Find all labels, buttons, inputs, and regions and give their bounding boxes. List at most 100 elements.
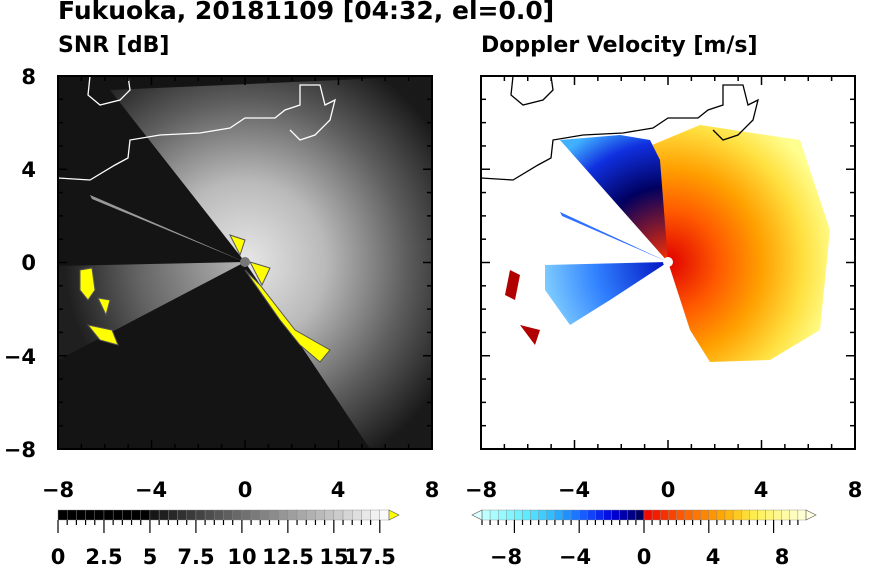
colorbar-label: 2.5 bbox=[85, 545, 122, 569]
x-tick-label: −4 bbox=[135, 478, 167, 502]
colorbar-bin bbox=[370, 509, 381, 521]
x-tick-label: 4 bbox=[331, 478, 346, 502]
colorbar-bin bbox=[131, 509, 141, 521]
colorbar-bin bbox=[361, 509, 371, 521]
colorbar-label: 10 bbox=[227, 545, 256, 569]
x-tick-label: −8 bbox=[465, 478, 497, 502]
colorbar-bin bbox=[530, 509, 539, 521]
snr-x-tick-labels: −8 −4 0 4 8 bbox=[42, 478, 439, 502]
colorbar-bin bbox=[296, 509, 307, 521]
colorbar-bin bbox=[789, 509, 799, 521]
colorbar-bin bbox=[333, 509, 344, 521]
colorbar-bin bbox=[66, 509, 77, 521]
colorbar-label: 15 bbox=[319, 545, 348, 569]
colorbar-bin bbox=[379, 509, 390, 521]
colorbar-bin bbox=[546, 509, 556, 521]
colorbar-bin bbox=[195, 509, 206, 521]
colorbar-bin bbox=[287, 509, 298, 521]
colorbar-bin bbox=[538, 509, 548, 521]
y-tick-label: 0 bbox=[21, 251, 36, 275]
colorbar-bin bbox=[489, 509, 499, 521]
snr-colorbar bbox=[57, 509, 400, 533]
colorbar-bin bbox=[223, 509, 233, 521]
colorbar-bin bbox=[57, 509, 68, 521]
colorbar-under-arrow bbox=[471, 509, 483, 521]
colorbar-bin bbox=[732, 509, 742, 521]
y-tick-label: 4 bbox=[21, 158, 36, 182]
colorbar-bin bbox=[232, 509, 243, 521]
colorbar-label: 7.5 bbox=[177, 545, 214, 569]
velocity-panel-title: Doppler Velocity [m/s] bbox=[481, 33, 758, 58]
colorbar-label: 0 bbox=[51, 545, 66, 569]
colorbar-bin bbox=[324, 509, 335, 521]
x-tick-label: −8 bbox=[42, 478, 74, 502]
x-tick-label: 0 bbox=[238, 478, 253, 502]
velocity-coastline bbox=[481, 76, 759, 181]
colorbar-bin bbox=[122, 509, 132, 521]
colorbar-label: 5 bbox=[143, 545, 158, 569]
colorbar-bin bbox=[85, 509, 95, 521]
snr-colorbar-labels: 0 2.5 5 7.5 10 12.5 15 17.5 bbox=[51, 545, 396, 569]
velocity-x-tick-labels: −8 −4 0 4 8 bbox=[465, 478, 862, 502]
colorbar-bin bbox=[76, 509, 86, 521]
colorbar-bin bbox=[260, 509, 270, 521]
colorbar-bin bbox=[716, 509, 726, 521]
colorbar-bin bbox=[684, 509, 693, 521]
colorbar-bin bbox=[250, 509, 261, 521]
colorbar-bin bbox=[765, 509, 774, 521]
colorbar-bin bbox=[595, 509, 604, 521]
colorbar-bin bbox=[587, 509, 596, 521]
colorbar-over-arrow bbox=[805, 509, 817, 521]
colorbar-bin bbox=[797, 509, 807, 521]
colorbar-bin bbox=[94, 509, 105, 521]
colorbar-bin bbox=[660, 509, 669, 521]
colorbar-bin bbox=[352, 509, 362, 521]
y-tick-label: 8 bbox=[21, 65, 36, 89]
x-tick-label: −4 bbox=[558, 478, 590, 502]
colorbar-label: 8 bbox=[775, 545, 790, 569]
colorbar-bin bbox=[315, 509, 325, 521]
colorbar-bin bbox=[781, 509, 791, 521]
snr-radar-image bbox=[58, 76, 432, 449]
colorbar-bin bbox=[676, 509, 685, 521]
colorbar-bin bbox=[579, 509, 588, 521]
colorbar-bin bbox=[514, 509, 523, 521]
colorbar-bin bbox=[635, 509, 645, 521]
figure-title: Fukuoka, 20181109 [04:32, el=0.0] bbox=[58, 0, 555, 25]
colorbar-bin bbox=[158, 509, 169, 521]
x-tick-label: 8 bbox=[425, 478, 440, 502]
colorbar-bin bbox=[708, 509, 718, 521]
colorbar-bin bbox=[149, 509, 160, 521]
snr-coastline bbox=[58, 76, 336, 181]
axes-ticks bbox=[57, 75, 856, 450]
colorbar-bin bbox=[611, 509, 620, 521]
colorbar-label: 17.5 bbox=[344, 545, 396, 569]
snr-y-tick-labels: 8 4 0 −4 −8 bbox=[4, 65, 36, 462]
colorbar-bin bbox=[643, 509, 653, 521]
colorbar-bin bbox=[481, 509, 491, 521]
x-tick-label: 8 bbox=[848, 478, 863, 502]
colorbar-bin bbox=[724, 509, 734, 521]
velocity-colorbar bbox=[471, 509, 817, 533]
colorbar-bin bbox=[177, 509, 187, 521]
colorbar-label: −4 bbox=[559, 545, 591, 569]
colorbar-bin bbox=[342, 509, 353, 521]
colorbar-bin bbox=[214, 509, 224, 521]
colorbar-bin bbox=[757, 509, 766, 521]
colorbar-bin bbox=[140, 509, 151, 521]
snr-over-range-echoes bbox=[79, 234, 331, 363]
x-tick-label: 0 bbox=[661, 478, 676, 502]
velocity-colorbar-labels: −8 −4 0 4 8 bbox=[490, 545, 789, 569]
colorbar-bin bbox=[692, 509, 701, 521]
colorbar-bin bbox=[749, 509, 758, 521]
x-tick-label: 4 bbox=[754, 478, 769, 502]
colorbar-bin bbox=[522, 509, 531, 521]
colorbar-bin bbox=[554, 509, 564, 521]
colorbar-bin bbox=[627, 509, 637, 521]
colorbar-bin bbox=[241, 509, 252, 521]
colorbar-bin bbox=[103, 509, 114, 521]
colorbar-bin bbox=[498, 509, 507, 521]
colorbar-bin bbox=[651, 509, 661, 521]
colorbar-bin bbox=[619, 509, 629, 521]
colorbar-bin bbox=[741, 509, 750, 521]
